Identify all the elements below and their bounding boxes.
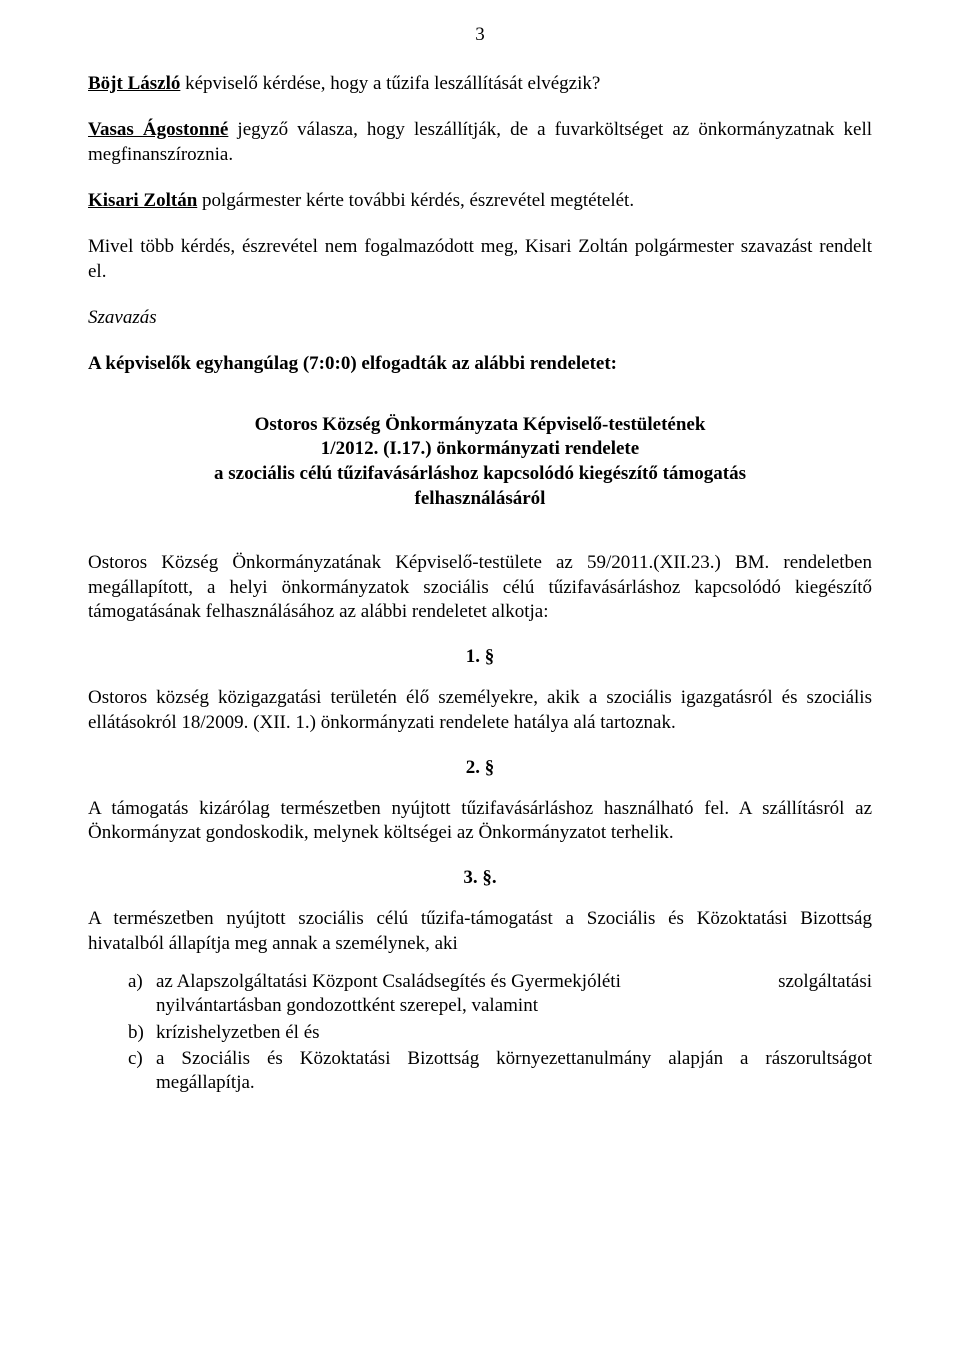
section-3-intro: A természetben nyújtott szociális célú t…	[88, 907, 872, 956]
list-item: a) az Alapszolgáltatási Központ Családse…	[128, 970, 872, 1019]
section-1-mark: 1. §	[88, 646, 872, 668]
section-3-mark: 3. §.	[88, 867, 872, 889]
vote-label: Szavazás	[88, 306, 872, 330]
list-text-b: krízishelyzetben él és	[156, 1021, 872, 1045]
vote-result: A képviselők egyhangúlag (7:0:0) elfogad…	[88, 352, 872, 376]
list-item: c) a Szociális és Közoktatási Bizottság …	[128, 1047, 872, 1096]
decree-title: Ostoros Község Önkormányzata Képviselő-t…	[160, 413, 800, 512]
list-a-line1-right: szolgáltatási	[778, 970, 872, 994]
speaker-name-bojt: Böjt László	[88, 73, 180, 94]
list-marker-c: c)	[128, 1047, 156, 1096]
list-marker-b: b)	[128, 1021, 156, 1045]
speaker-name-kisari: Kisari Zoltán	[88, 190, 197, 211]
preamble: Ostoros Község Önkormányzatának Képvisel…	[88, 551, 872, 624]
list-a-line1-left: az Alapszolgáltatási Központ Családsegít…	[156, 970, 621, 994]
paragraph-bojt-text: képviselő kérdése, hogy a tűzifa leszáll…	[180, 73, 600, 94]
decree-title-line3: a szociális célú tűzifavásárláshoz kapcs…	[160, 462, 800, 511]
speaker-name-vasas: Vasas Ágostonné	[88, 119, 228, 140]
paragraph-kisari: Kisari Zoltán polgármester kérte további…	[88, 189, 872, 213]
list-text-a: az Alapszolgáltatási Központ Családsegít…	[156, 970, 872, 1019]
page-container: 3 Böjt László képviselő kérdése, hogy a …	[0, 0, 960, 1178]
decree-title-line1: Ostoros Község Önkormányzata Képviselő-t…	[160, 413, 800, 438]
paragraph-no-more-questions: Mivel több kérdés, észrevétel nem fogalm…	[88, 235, 872, 284]
paragraph-bojt: Böjt László képviselő kérdése, hogy a tű…	[88, 72, 872, 96]
paragraph-kisari-text: polgármester kérte további kérdés, észre…	[197, 190, 634, 211]
list-marker-a: a)	[128, 970, 156, 1019]
decree-title-line2: 1/2012. (I.17.) önkormányzati rendelete	[160, 437, 800, 462]
paragraph-vasas: Vasas Ágostonné jegyző válasza, hogy les…	[88, 118, 872, 167]
section-2-mark: 2. §	[88, 757, 872, 779]
section-3-list: a) az Alapszolgáltatási Központ Családse…	[88, 970, 872, 1096]
section-2-text: A támogatás kizárólag természetben nyújt…	[88, 797, 872, 846]
list-text-c: a Szociális és Közoktatási Bizottság kör…	[156, 1047, 872, 1096]
list-a-line2: nyilvántartásban gondozottként szerepel,…	[156, 994, 872, 1018]
page-number: 3	[88, 24, 872, 46]
list-item: b) krízishelyzetben él és	[128, 1021, 872, 1045]
section-1-text: Ostoros község közigazgatási területén é…	[88, 686, 872, 735]
